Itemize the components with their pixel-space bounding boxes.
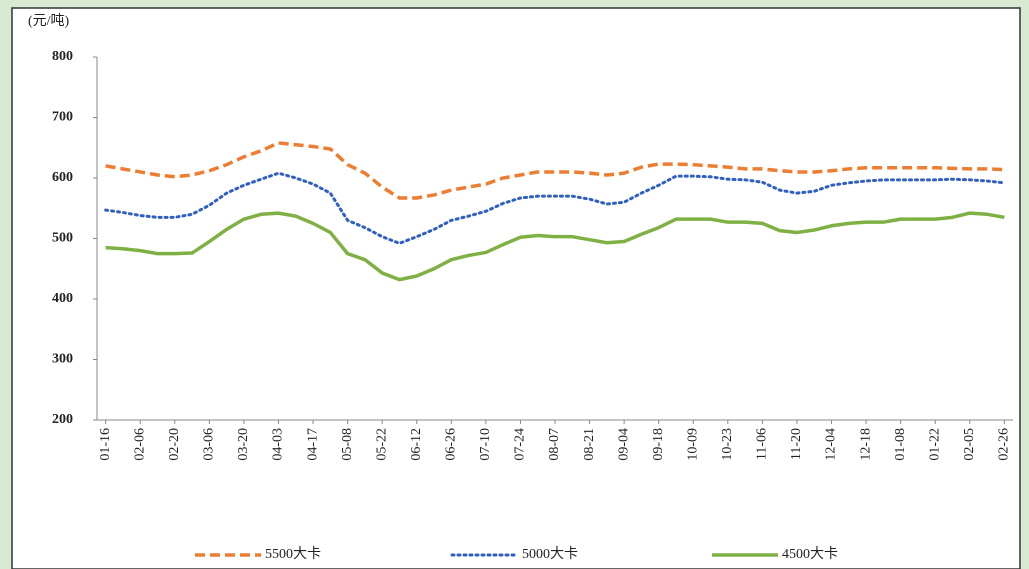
y-tick-label: 200 [52,412,73,427]
series-line [104,171,1006,245]
x-tick-label: 01-22 [927,428,942,461]
legend-label: 5500大卡 [265,546,321,562]
x-tick-label: 10-09 [685,428,700,461]
x-tick-label: 05-22 [374,428,389,461]
x-tick-label: 03-06 [202,428,217,461]
y-tick-label: 400 [52,291,73,306]
x-tick-label: 04-03 [271,428,286,461]
x-tick-label: 01-08 [893,428,908,461]
y-tick-label: 500 [52,231,73,246]
x-tick-label: 06-26 [444,428,459,461]
x-tick-label: 11-20 [789,428,804,460]
x-tick-label: 07-24 [513,428,528,461]
y-axis-label: (元/吨) [28,13,70,29]
x-tick-label: 07-10 [478,428,493,461]
x-tick-label: 04-17 [305,428,320,461]
y-tick-label: 800 [52,49,73,64]
x-tick-label: 08-07 [547,428,562,461]
x-tick-label: 03-20 [236,428,251,461]
x-tick-label: 02-26 [997,428,1012,461]
y-tick-label: 300 [52,352,73,367]
x-tick-label: 09-18 [651,428,666,461]
x-tick-label: 10-23 [720,428,735,461]
legend-label: 4500大卡 [782,546,838,562]
x-tick-label: 02-06 [132,428,147,461]
plot-panel [11,7,1021,569]
x-tick-label: 11-06 [755,428,770,460]
x-tick-label: 06-12 [409,428,424,461]
legend-label: 5000大卡 [522,546,578,562]
x-tick-label: 02-20 [167,428,182,461]
x-tick-label: 01-16 [98,428,113,461]
series-line [105,141,1005,200]
series-line [105,211,1005,282]
x-tick-label: 09-04 [616,428,631,461]
x-tick-label: 02-05 [962,428,977,461]
x-tick-label: 12-18 [858,428,873,461]
x-tick-label: 05-08 [340,428,355,461]
x-tick-label: 12-04 [824,428,839,461]
y-tick-label: 600 [52,170,73,185]
x-tick-label: 08-21 [582,428,597,461]
y-tick-label: 700 [52,110,73,125]
